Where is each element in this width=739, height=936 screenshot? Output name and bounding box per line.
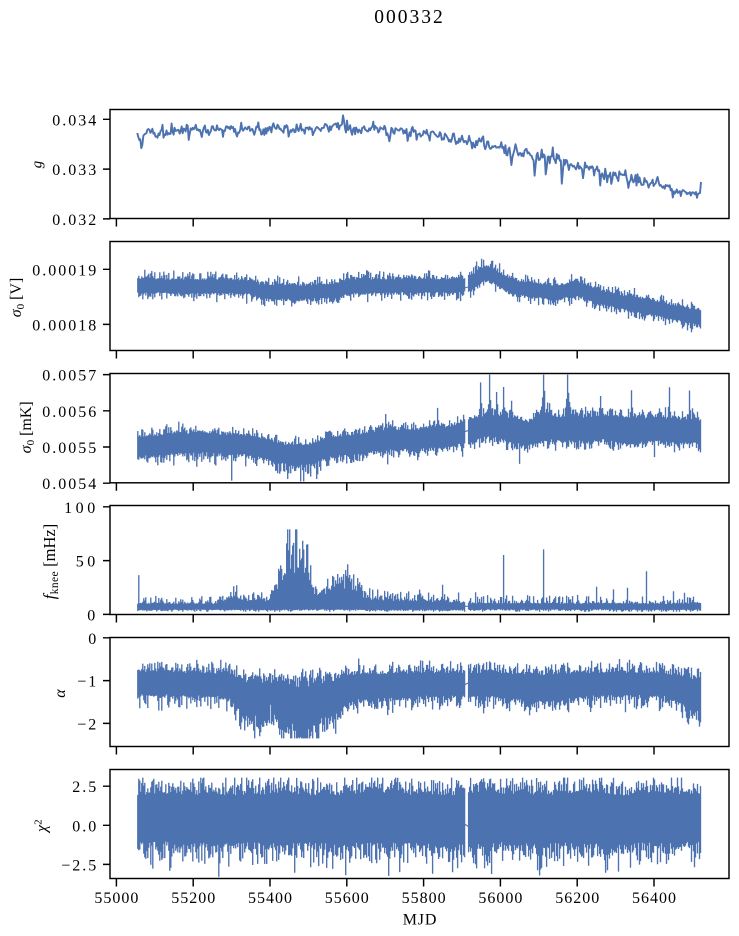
svg-text:55200: 55200 bbox=[171, 890, 216, 907]
svg-text:0.0055: 0.0055 bbox=[42, 440, 98, 457]
svg-text:σ0 [mK]: σ0 [mK] bbox=[18, 401, 37, 453]
svg-text:0.0: 0.0 bbox=[72, 818, 98, 835]
svg-text:56000: 56000 bbox=[478, 890, 523, 907]
svg-text:g: g bbox=[30, 160, 46, 168]
svg-text:α: α bbox=[52, 689, 69, 698]
svg-text:56400: 56400 bbox=[632, 890, 677, 907]
svg-text:−2.5: −2.5 bbox=[61, 857, 98, 874]
svg-text:55600: 55600 bbox=[325, 890, 370, 907]
svg-text:55400: 55400 bbox=[248, 890, 293, 907]
svg-text:50: 50 bbox=[76, 554, 99, 571]
svg-text:−1: −1 bbox=[77, 674, 98, 691]
svg-text:55800: 55800 bbox=[402, 890, 447, 907]
svg-text:0.0057: 0.0057 bbox=[42, 368, 98, 385]
svg-text:fknee [mHz]: fknee [mHz] bbox=[40, 524, 61, 600]
svg-text:0: 0 bbox=[88, 631, 98, 648]
svg-text:−2: −2 bbox=[77, 716, 98, 733]
svg-text:0.00018: 0.00018 bbox=[32, 317, 98, 334]
svg-text:χ2: χ2 bbox=[33, 819, 51, 834]
svg-text:0.033: 0.033 bbox=[52, 162, 98, 179]
svg-text:0.0054: 0.0054 bbox=[42, 476, 98, 493]
svg-text:56200: 56200 bbox=[555, 890, 600, 907]
svg-text:2.5: 2.5 bbox=[72, 779, 98, 796]
svg-text:000332: 000332 bbox=[374, 7, 445, 28]
svg-text:0.0056: 0.0056 bbox=[42, 404, 98, 421]
svg-text:0.00019: 0.00019 bbox=[32, 262, 98, 279]
svg-text:0.032: 0.032 bbox=[52, 212, 98, 229]
svg-text:100: 100 bbox=[64, 500, 99, 517]
svg-text:0.034: 0.034 bbox=[52, 112, 98, 129]
svg-text:55000: 55000 bbox=[94, 890, 139, 907]
svg-text:σ0 [V]: σ0 [V] bbox=[8, 278, 27, 318]
svg-text:MJD: MJD bbox=[403, 912, 437, 929]
svg-text:0: 0 bbox=[87, 607, 99, 624]
